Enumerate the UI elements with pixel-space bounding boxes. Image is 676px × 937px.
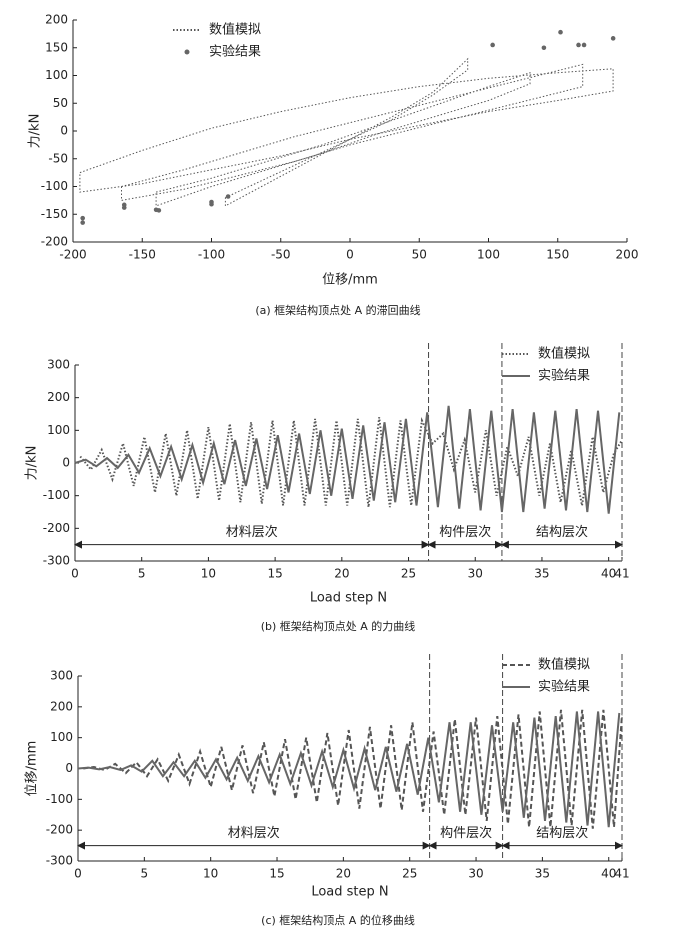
y-tick-label: 300 (47, 358, 70, 372)
x-tick-label: 10 (203, 867, 218, 881)
y-tick-label: 0 (65, 761, 73, 775)
x-tick-label: 41 (614, 567, 629, 581)
y-axis-label: 力/kN (25, 446, 40, 481)
data-point (581, 42, 587, 48)
legend-marker (184, 49, 190, 55)
x-axis-label: Load step N (311, 885, 388, 900)
stage-label: 结构层次 (536, 825, 588, 841)
x-tick-label: 30 (468, 567, 483, 581)
y-tick-label: -100 (41, 179, 68, 193)
caption: (b) 框架结构顶点处 A 的力曲线 (261, 619, 416, 633)
y-tick-label: 100 (50, 730, 73, 744)
y-tick-label: 100 (45, 68, 68, 82)
x-tick-label: 30 (468, 867, 483, 881)
data-point (156, 208, 162, 213)
stage-label: 构件层次 (440, 825, 492, 841)
y-tick-label: 100 (47, 423, 70, 437)
y-tick-label: -100 (46, 792, 73, 806)
y-tick-label: 200 (45, 13, 68, 27)
legend-label: 数值模拟 (538, 346, 590, 362)
data-point (225, 194, 231, 199)
y-tick-label: 0 (60, 124, 68, 138)
data-point (576, 42, 581, 48)
x-tick-label: -50 (271, 248, 291, 262)
legend-label: 实验结果 (538, 368, 590, 384)
x-tick-label: 200 (616, 248, 639, 262)
x-tick-label: 150 (546, 248, 569, 262)
data-point (80, 215, 85, 221)
x-tick-label: 40 (601, 567, 616, 581)
y-axis-label: 位移/mm (25, 741, 40, 797)
stage-label: 材料层次 (226, 524, 278, 540)
stage-label: 构件层次 (439, 524, 491, 540)
y-tick-label: 0 (62, 456, 70, 470)
y-tick-label: -200 (46, 823, 73, 837)
x-tick-label: 41 (614, 867, 629, 881)
y-tick-label: 200 (50, 699, 73, 713)
y-tick-label: -200 (43, 521, 70, 535)
x-tick-label: 25 (402, 867, 417, 881)
legend-label: 数值模拟 (538, 657, 590, 673)
x-tick-label: 0 (71, 567, 79, 581)
x-tick-label: 10 (201, 567, 216, 581)
legend-label: 实验结果 (209, 44, 261, 60)
y-tick-label: 50 (53, 96, 68, 110)
y-tick-label: -100 (43, 488, 70, 502)
x-tick-label: 35 (535, 867, 550, 881)
series-line (83, 709, 623, 829)
data-point (80, 220, 85, 225)
y-tick-label: 150 (45, 40, 68, 54)
y-tick-label: -300 (46, 854, 73, 868)
caption: (c) 框架结构顶点 A 的位移曲线 (261, 913, 415, 927)
series-line (79, 57, 614, 207)
y-tick-label: -200 (41, 235, 68, 249)
x-tick-label: -200 (59, 248, 86, 262)
x-tick-label: 100 (477, 248, 500, 262)
x-tick-label: 40 (601, 867, 616, 881)
data-point (610, 36, 616, 41)
stage-label: 结构层次 (536, 524, 588, 540)
data-point (541, 45, 547, 51)
x-tick-label: 20 (336, 867, 351, 881)
legend-label: 数值模拟 (209, 22, 261, 38)
x-tick-label: 5 (138, 567, 146, 581)
x-tick-label: 20 (334, 567, 349, 581)
stage-label: 材料层次 (228, 825, 280, 841)
data-point (121, 205, 127, 210)
y-tick-label: -50 (48, 151, 68, 165)
x-tick-label: 15 (267, 567, 282, 581)
series-line (74, 405, 621, 514)
series-line (77, 711, 621, 828)
x-tick-label: -150 (129, 248, 156, 262)
y-axis-label: 力/kN (28, 114, 43, 149)
caption: (a) 框架结构顶点处 A 的滞回曲线 (255, 303, 420, 317)
data-point (558, 29, 563, 35)
data-point (209, 199, 214, 205)
x-tick-label: 25 (401, 567, 416, 581)
y-tick-label: 300 (50, 669, 73, 683)
y-tick-label: -150 (41, 207, 68, 221)
y-tick-label: 200 (47, 390, 70, 404)
x-tick-label: 5 (141, 867, 149, 881)
x-tick-label: 35 (534, 567, 549, 581)
x-tick-label: 15 (269, 867, 284, 881)
x-tick-label: 50 (412, 248, 427, 262)
y-tick-label: -300 (43, 554, 70, 568)
x-axis-label: Load step N (310, 591, 387, 606)
x-tick-label: 0 (74, 867, 82, 881)
x-tick-label: 0 (346, 248, 354, 262)
data-point (490, 42, 495, 48)
legend-label: 实验结果 (538, 679, 590, 695)
x-axis-label: 位移/mm (322, 273, 378, 288)
x-tick-label: -100 (198, 248, 225, 262)
